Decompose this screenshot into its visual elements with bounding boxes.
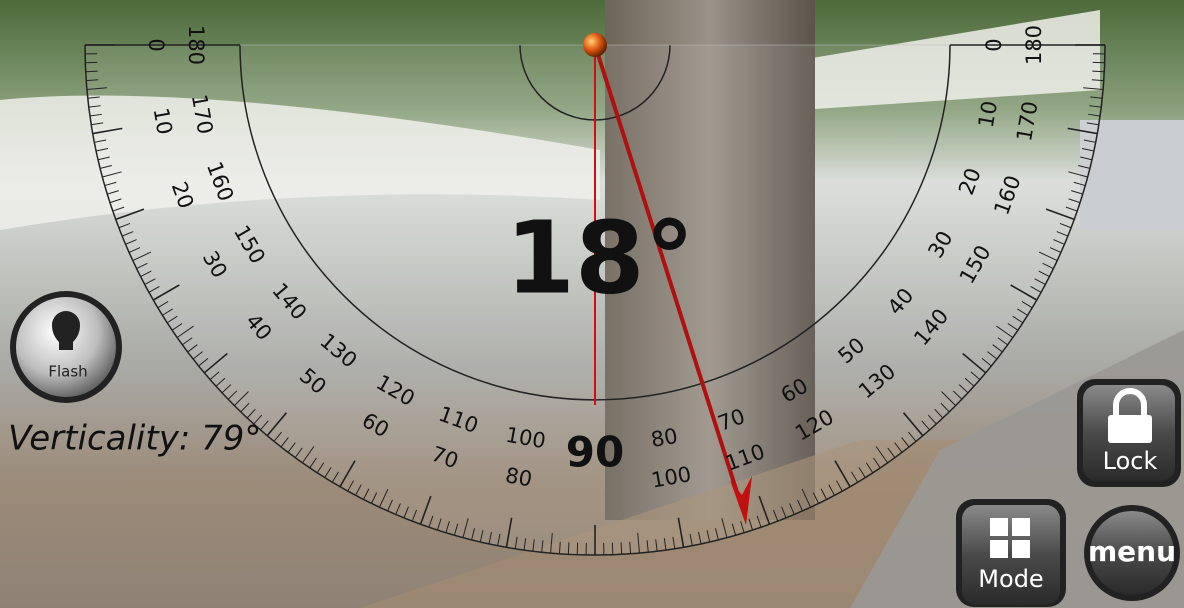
scale-label: 0 xyxy=(982,38,1006,51)
scale-tick xyxy=(621,542,622,554)
menu-label: menu xyxy=(1088,535,1176,568)
scale-label: 180 xyxy=(1022,25,1046,65)
scale-tick xyxy=(568,542,569,554)
scale-label: 80 xyxy=(504,463,534,491)
scale-label: 10 xyxy=(974,99,1002,129)
scale-tick xyxy=(1092,71,1104,72)
scale-center-label: 90 xyxy=(566,428,624,477)
scale-label: 180 xyxy=(184,25,208,65)
flash-button[interactable]: Flash xyxy=(10,291,122,403)
menu-button[interactable]: menu xyxy=(1084,505,1180,601)
lock-label: Lock xyxy=(1103,447,1158,475)
verticality-label: Verticality: 79° xyxy=(8,419,261,459)
scale-label: 80 xyxy=(649,424,679,452)
angle-readout: 18° xyxy=(505,199,694,316)
pivot xyxy=(583,33,607,57)
mode-button[interactable]: Mode xyxy=(956,499,1066,607)
lock-button[interactable]: Lock xyxy=(1077,379,1181,487)
scale-label: 0 xyxy=(144,38,168,51)
scale-label: 10 xyxy=(149,106,177,136)
scale-tick xyxy=(86,71,98,72)
mode-label: Mode xyxy=(978,565,1043,593)
flash-label: Flash xyxy=(48,363,87,381)
app-screen: 90 18° Verticality: 79° Flash Lock Mode … xyxy=(0,0,1184,608)
